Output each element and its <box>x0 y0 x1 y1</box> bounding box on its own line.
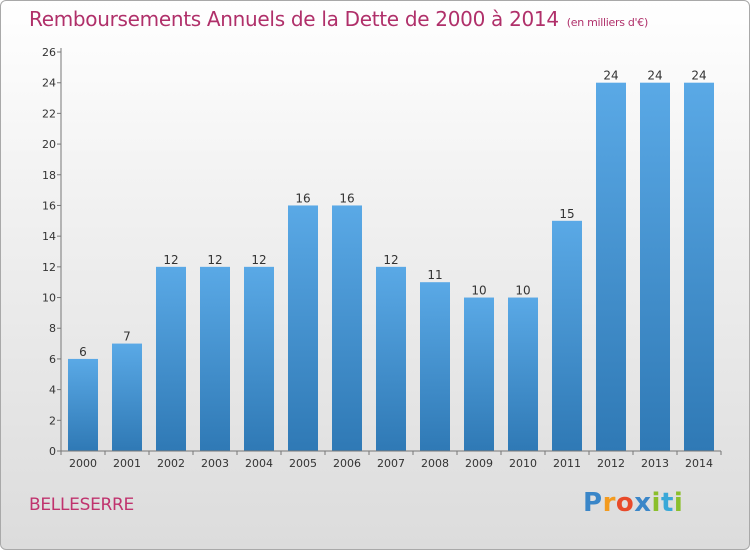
bar-2012 <box>596 82 626 451</box>
x-tick-label: 2006 <box>333 457 361 470</box>
value-label: 24 <box>647 69 662 83</box>
value-label: 10 <box>515 284 530 298</box>
commune-name: BELLESERRE <box>29 495 134 515</box>
proxiti-logo: Proxiti <box>583 488 683 518</box>
y-tick-label: 6 <box>49 353 56 366</box>
bar-2007 <box>376 266 406 451</box>
bar-2003 <box>200 266 230 451</box>
value-label: 15 <box>559 207 574 221</box>
x-tick-label: 2004 <box>245 457 273 470</box>
y-tick-label: 8 <box>49 322 56 335</box>
x-tick-label: 2013 <box>641 457 669 470</box>
y-tick-label: 2 <box>49 414 56 427</box>
x-tick-label: 2008 <box>421 457 449 470</box>
y-tick-label: 4 <box>49 384 56 397</box>
bar-2000 <box>68 358 98 451</box>
x-tick-label: 2001 <box>113 457 141 470</box>
logo-letter: i <box>651 488 661 518</box>
y-tick-label: 26 <box>42 46 56 59</box>
unit-note: (en milliers d'€) <box>566 16 648 29</box>
y-tick-label: 12 <box>42 261 56 274</box>
value-label: 16 <box>339 191 354 205</box>
x-tick-label: 2014 <box>685 457 713 470</box>
x-tick-label: 2010 <box>509 457 537 470</box>
value-label: 24 <box>603 69 618 83</box>
y-tick-label: 20 <box>42 138 56 151</box>
x-tick-label: 2003 <box>201 457 229 470</box>
value-label: 12 <box>207 253 222 267</box>
x-tick-label: 2012 <box>597 457 625 470</box>
bar-2011 <box>552 220 582 451</box>
logo-letter: i <box>673 488 684 518</box>
y-tick-label: 18 <box>42 169 56 182</box>
value-label: 12 <box>383 253 398 267</box>
logo-letter: x <box>634 488 652 518</box>
bar-2009 <box>464 297 494 451</box>
bar-2010 <box>508 297 538 451</box>
y-tick-label: 24 <box>42 77 56 90</box>
y-tick-label: 14 <box>42 230 56 243</box>
value-label: 12 <box>251 253 266 267</box>
bar-2014 <box>684 82 714 451</box>
logo-letter: t <box>660 488 674 518</box>
y-tick-label: 16 <box>42 199 56 212</box>
y-tick-label: 22 <box>42 107 56 120</box>
value-label: 24 <box>691 69 706 83</box>
logo-letter: r <box>602 488 616 518</box>
value-label: 7 <box>123 330 131 344</box>
bar-2006 <box>332 205 362 451</box>
value-label: 10 <box>471 284 486 298</box>
bar-2004 <box>244 266 274 451</box>
logo-letter: P <box>583 488 603 518</box>
bars-layer: 6 7 12 12 12 16 16 12 11 10 10 15 24 24 24 <box>68 69 714 451</box>
bar-2001 <box>112 343 142 451</box>
chart-title-text: Remboursements Annuels de la Dette de 20… <box>29 7 559 31</box>
bar-2008 <box>420 282 450 451</box>
bar-2002 <box>156 266 186 451</box>
bar-2013 <box>640 82 670 451</box>
x-tick-label: 2002 <box>157 457 185 470</box>
chart-title: Remboursements Annuels de la Dette de 20… <box>29 7 648 31</box>
x-tick-label: 2011 <box>553 457 581 470</box>
logo-letter: o <box>615 488 635 518</box>
value-label: 11 <box>427 268 442 282</box>
y-tick-label: 0 <box>49 445 56 458</box>
value-label: 16 <box>295 191 310 205</box>
x-tick-label: 2005 <box>289 457 317 470</box>
x-tick-label: 2009 <box>465 457 493 470</box>
y-tick-label: 10 <box>42 292 56 305</box>
x-tick-label: 2000 <box>69 457 97 470</box>
value-label: 12 <box>163 253 178 267</box>
x-tick-label: 2007 <box>377 457 405 470</box>
value-label: 6 <box>79 345 87 359</box>
bar-2005 <box>288 205 318 451</box>
